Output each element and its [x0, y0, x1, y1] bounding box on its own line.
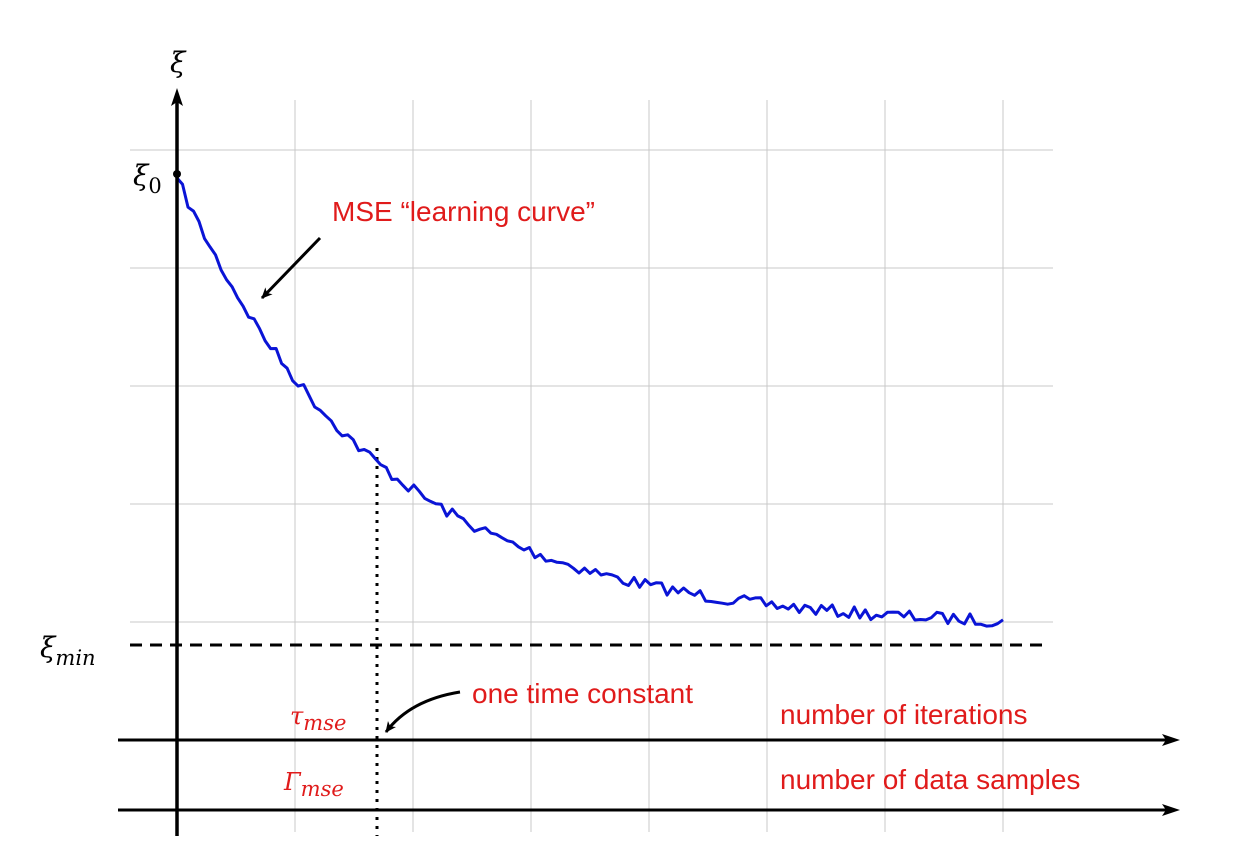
iterations-label: number of iterations — [780, 699, 1027, 730]
iterations-axis-arrowhead — [1162, 734, 1180, 746]
y-axis-arrowhead — [171, 88, 183, 106]
xi0-point — [173, 170, 181, 178]
xi0-label: ξ0 — [133, 159, 162, 198]
curve-label: MSE “learning curve” — [332, 196, 595, 227]
mse-learning-curve — [175, 177, 1004, 628]
time-constant-label: one time constant — [472, 678, 693, 709]
gamma-mse-label: Γmse — [283, 768, 344, 801]
y-axis-label: ξ — [170, 46, 187, 79]
tau-mse-label: τmse — [290, 702, 346, 735]
samples-axis-arrowhead — [1162, 804, 1180, 816]
time-constant-annotation-arrow — [384, 690, 461, 733]
samples-label: number of data samples — [780, 764, 1080, 795]
grid-lines — [130, 100, 1053, 832]
ximin-label: ξmin — [40, 631, 96, 670]
curve-annotation-arrow — [260, 236, 322, 300]
